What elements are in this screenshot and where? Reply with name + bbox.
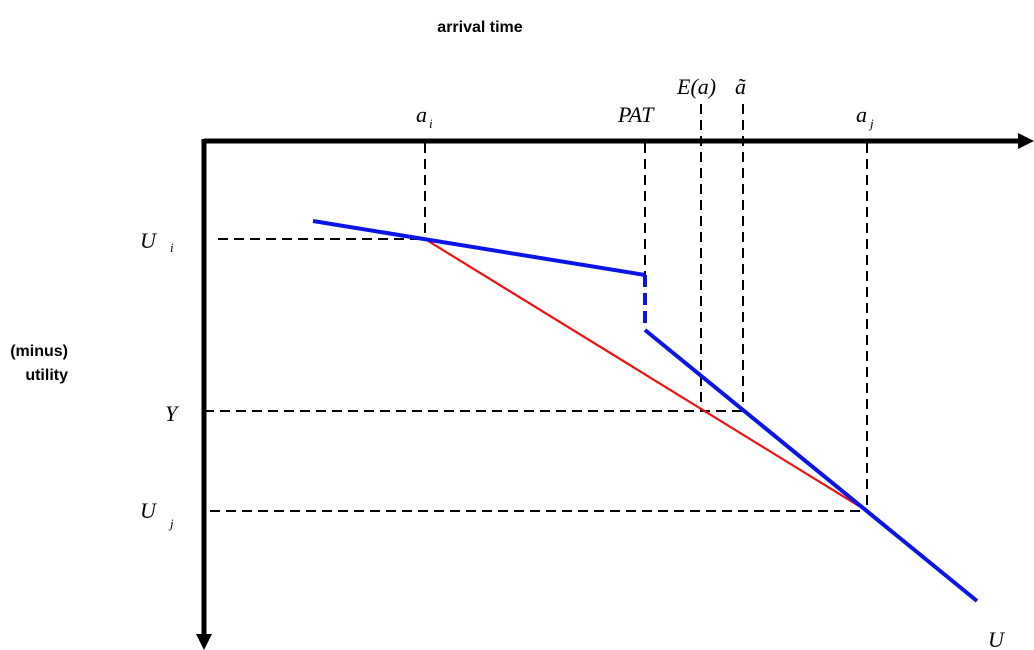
marker-a-i-sub: i bbox=[429, 116, 433, 131]
y-axis-arrow bbox=[196, 634, 212, 650]
marker-u-i-main: U bbox=[140, 228, 158, 253]
x-axis-title: arrival time bbox=[437, 19, 522, 36]
marker-a-tilde: ã bbox=[735, 74, 746, 99]
marker-u-j-main: U bbox=[140, 498, 158, 523]
x-axis-arrow bbox=[1018, 133, 1034, 149]
chord-line bbox=[424, 238, 868, 512]
y-axis-title-line1: (minus) bbox=[10, 343, 68, 360]
marker-a-j-main: a bbox=[856, 102, 867, 127]
utility-segment-early bbox=[312, 219, 646, 277]
y-axis-title-line2: utility bbox=[25, 367, 68, 384]
marker-a-j-sub: j bbox=[868, 116, 874, 131]
marker-pat: PAT bbox=[617, 102, 655, 127]
curve-label: U bbox=[988, 627, 1006, 650]
marker-a-i-main: a bbox=[416, 102, 427, 127]
marker-y: Y bbox=[165, 401, 180, 426]
marker-expected-a: E(a) bbox=[676, 74, 716, 99]
utility-segment-late bbox=[643, 328, 979, 603]
marker-u-j-sub: j bbox=[168, 516, 174, 531]
marker-u-i-sub: i bbox=[170, 240, 174, 255]
